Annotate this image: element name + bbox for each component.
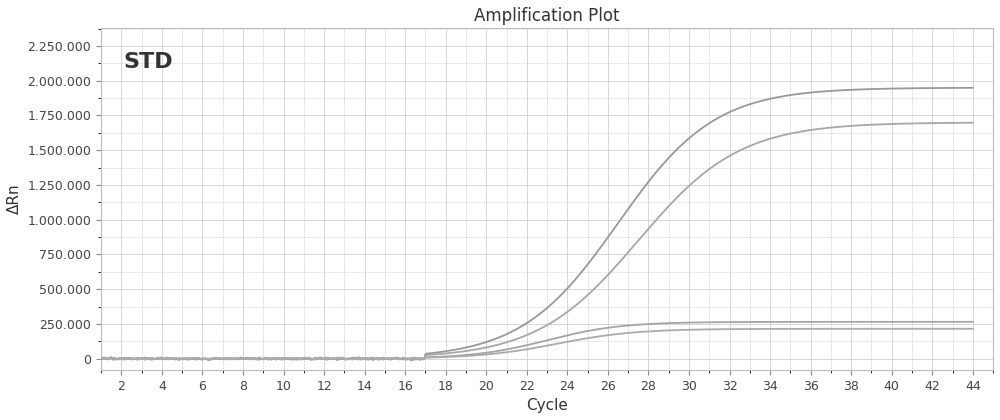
Text: STD: STD xyxy=(123,52,173,72)
X-axis label: Cycle: Cycle xyxy=(526,398,568,413)
Y-axis label: ΔRn: ΔRn xyxy=(7,184,22,214)
Title: Amplification Plot: Amplification Plot xyxy=(474,7,620,25)
